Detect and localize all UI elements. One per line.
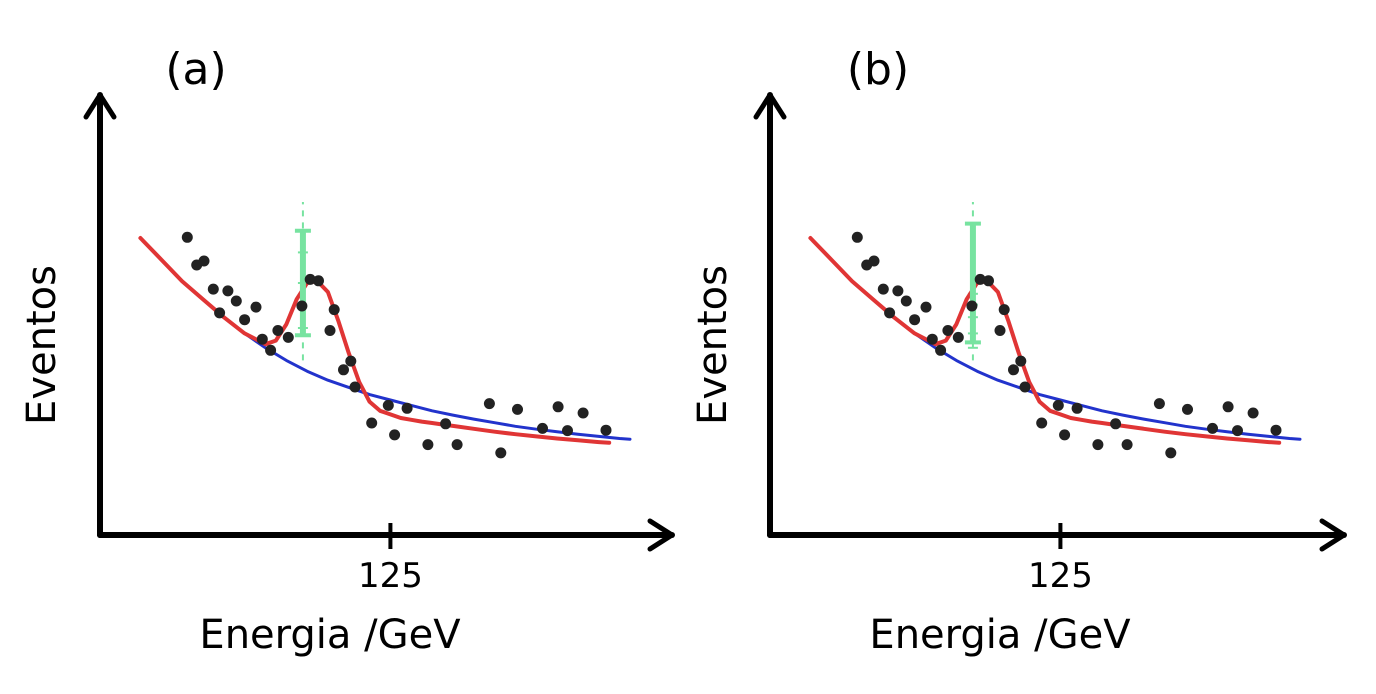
data-point [868,255,880,267]
data-point [265,344,277,356]
data-point [1008,364,1019,376]
data-point [562,425,573,437]
data-point [222,285,234,297]
data-point [1207,422,1218,434]
data-point [389,429,401,441]
data-point [1052,399,1064,411]
data-point [935,344,947,356]
panel-b: (b) 125 Energia /GeV Eventos [690,44,1347,658]
data-point [256,333,268,345]
data-point [272,325,284,336]
data-point [1071,402,1083,414]
data-point [382,399,394,411]
data-point [451,439,463,451]
data-point [998,304,1010,316]
data-point [600,424,612,436]
data-point [1182,403,1193,415]
fit-curve [138,236,612,445]
data-point [1121,439,1133,451]
data-point [338,364,349,376]
data-point [1059,429,1071,441]
data-point [577,407,589,419]
data-point [495,447,507,459]
x-tick-label: 125 [358,556,423,596]
data-point [1247,407,1259,419]
data-point [1222,401,1234,413]
y-axis-arrowhead [83,92,117,120]
data-point [239,314,251,326]
data-point [440,418,452,430]
data-point [920,301,932,313]
y-axis-arrowhead [753,92,787,120]
data-point [892,285,904,297]
x-axis-arrowhead [1319,518,1347,552]
data-point [1092,439,1104,451]
data-point [512,403,523,415]
data-point [366,417,378,429]
data-point [909,314,921,326]
data-point [401,402,413,414]
y-axis-label: Eventos [690,265,736,425]
data-point [1015,355,1027,367]
panel-a: (a) 125 Energia /GeV Eventos [19,44,675,658]
data-point [207,283,219,295]
data-point [966,300,978,312]
data-point [942,325,954,336]
data-point [250,301,262,313]
x-tick-label: 125 [1028,556,1093,596]
data-point [214,307,226,319]
x-axis-arrowhead [647,518,675,552]
data-point [230,295,242,307]
data-point [952,331,964,343]
data-point [974,273,986,285]
data-point [282,331,294,343]
data-point [198,255,210,267]
panel-label: (a) [165,44,226,95]
data-point [1153,398,1165,410]
data-point [483,398,495,410]
data-point [1165,447,1177,459]
data-point [552,401,564,413]
data-point [328,304,340,316]
data-point [181,231,193,243]
data-point [983,275,994,287]
data-point [1110,418,1122,430]
data-point [296,300,308,312]
data-point [324,325,336,336]
data-point [1019,381,1031,393]
data-point [994,325,1006,336]
data-point [537,422,548,434]
data-point [1270,424,1282,436]
data-point [422,439,434,451]
data-point [1232,425,1243,437]
data-point [313,275,324,287]
x-axis-label: Energia /GeV [199,612,461,658]
data-point [1036,417,1048,429]
y-axis-label: Eventos [19,265,65,425]
fit-curve [808,236,1282,445]
data-point [900,295,912,307]
panel-label: (b) [847,44,909,95]
data-point [345,355,357,367]
data-point [349,381,361,393]
data-point [884,307,896,319]
x-axis-label: Energia /GeV [869,612,1131,658]
data-point [926,333,938,345]
data-point [851,231,863,243]
data-point [304,273,316,285]
data-point [877,283,889,295]
